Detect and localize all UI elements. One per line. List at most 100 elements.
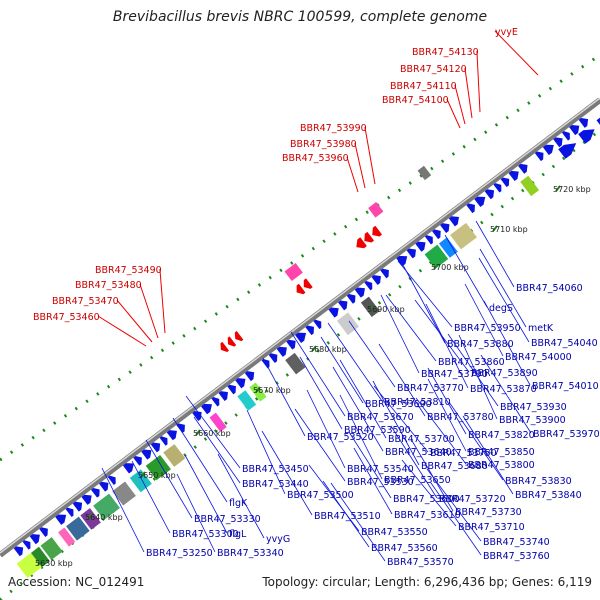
forward-gene-arrow [380,268,389,279]
feature-block [438,237,458,258]
callout-line [415,397,467,465]
reverse-feature-block [284,263,303,282]
forward-gene-label: BBR47_53820 [468,430,535,441]
forward-gene-label: BBR47_53680 [421,461,488,472]
scale-tick-mark [555,185,561,192]
feature-block [58,527,76,547]
reverse-feature-block [417,165,432,181]
forward-gene-arrow [440,223,450,234]
forward-gene-label: BBR47_53850 [468,447,535,458]
forward-gene-arrow [354,287,365,298]
forward-gene-track [13,116,600,557]
forward-gene-label: BBR47_53890 [471,368,538,379]
forward-gene-label: BBR47_53840 [515,490,582,501]
forward-gene-label: BBR47_53730 [455,507,522,518]
forward-gene-arrow [569,124,580,136]
callout-line [390,425,438,499]
forward-gene-label: BBR47_53930 [500,402,567,413]
callout-line [354,142,366,189]
forward-gene-label: BBR47_53800 [468,460,535,471]
reverse-feature-block [368,201,384,218]
callout-line [262,357,306,437]
forward-gene-label: BBR47_53810 [384,397,451,408]
scale-tick-mark [433,263,439,270]
reverse-gene-label: BBR47_53990 [300,123,367,134]
forward-gene-label: BBR47_54000 [505,352,572,363]
callout-line [159,268,166,334]
forward-gene-label: BBR47_53720 [439,494,506,505]
forward-gene-label: BBR47_53560 [371,543,438,554]
forward-gene-arrow [578,129,595,144]
forward-gene-arrow [371,275,381,285]
forward-gene-label: BBR47_53570 [387,557,454,568]
callout-line [339,359,387,439]
reverse-gene-track [220,165,432,353]
forward-gene-arrow [286,339,296,350]
forward-gene-arrow [500,177,510,188]
forward-gene-label: metK [528,323,554,334]
callout-line [320,336,364,404]
callout-line [346,156,359,193]
forward-gene-arrow [484,189,495,200]
callout-line [401,459,457,527]
forward-gene-label: BBR47_53610 [394,510,461,521]
callout-line [116,299,153,343]
reverse-gene-arrow [227,336,237,347]
forward-gene-arrow [338,300,348,311]
scale-tick-label: 5670 kbp [253,386,291,395]
feature-block [360,296,380,318]
feature-block [80,508,101,530]
feature-block [93,493,120,521]
callout-line [246,409,286,495]
forward-gene-arrow [313,319,322,330]
forward-gene-label: BBR47_53700 [388,434,455,445]
scale-tick-label: 5630 kbp [35,559,73,568]
forward-gene-label: BBR47_53250 [146,548,213,559]
forward-gene-arrow [346,294,356,304]
forward-gene-label: BBR47_53710 [458,522,525,533]
scale-tick-mark [87,513,93,520]
callout-line [327,322,383,402]
forward-gene-arrow [235,378,246,389]
forward-gene-label: BBR47_53450 [242,464,309,475]
forward-gene-arrow [578,117,589,128]
forward-gene-label: BBR47_54010 [532,381,599,392]
forward-gene-arrow [424,235,433,245]
forward-gene-arrow [558,143,577,159]
callout-line [339,394,383,480]
scale-tick-mark [255,386,261,393]
feature-block [16,552,42,579]
forward-gene-label: BBR47_53880 [447,339,514,350]
forward-gene-arrow [534,151,544,162]
forward-gene-label: BBR47_53520 [307,432,374,443]
reverse-gene-label: BBR47_53960 [282,153,349,164]
forward-gene-label: BBR47_53600 [393,494,460,505]
callout-line [101,467,145,553]
forward-gene-label: BBR47_53900 [499,415,566,426]
forward-gene-label: BBR47_54060 [516,283,583,294]
callout-line [448,401,504,481]
callout-line [454,84,466,125]
scale-tick-label: 5710 kbp [490,225,528,234]
feature-block [336,312,359,336]
forward-gene-arrow [81,494,92,505]
forward-gene-arrow [218,391,228,402]
forward-gene-arrow [65,507,74,518]
reverse-gene-arrow [356,237,367,249]
reverse-gene-label: BBR47_53490 [95,265,162,276]
forward-gene-arrow [91,488,100,498]
feature-block [249,382,267,402]
scale-tick-label: 5640 kbp [85,513,123,522]
feature-block [520,175,540,197]
scale-tick-mark [369,305,375,312]
forward-gene-label: BBR47_53590 [344,425,411,436]
forward-gene-label: BBR47_53770 [397,383,464,394]
forward-gene-arrow [415,241,426,252]
forward-gene-label: BBR47_53650 [384,475,451,486]
forward-gene-label: BBR47_53750 [430,448,497,459]
forward-gene-label: BBR47_53740 [483,537,550,548]
reverse-gene-label: BBR47_54130 [412,47,479,58]
forward-gene-arrow [150,442,161,453]
